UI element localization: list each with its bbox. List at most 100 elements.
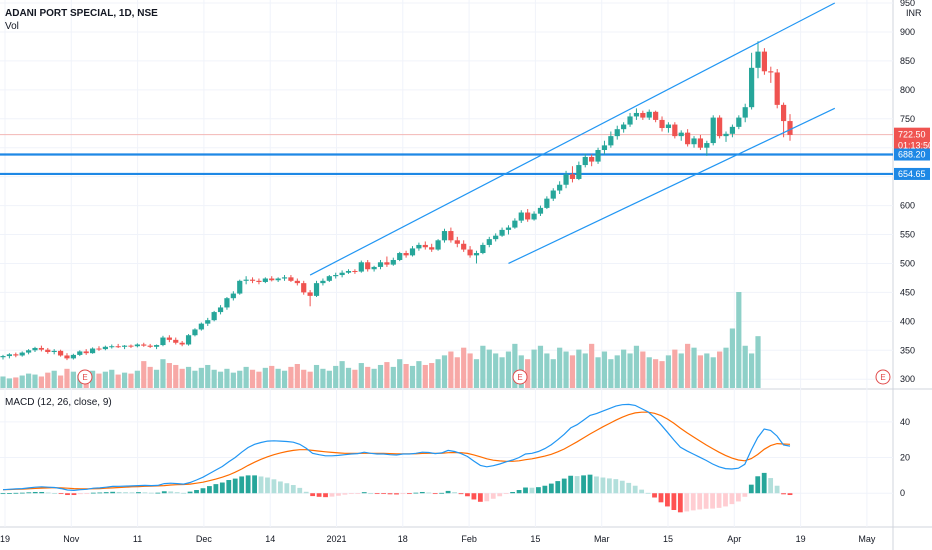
- macd-histogram-bar: [426, 492, 432, 494]
- candle-body: [653, 111, 659, 120]
- volume-bar: [627, 353, 633, 388]
- volume-bar: [467, 353, 473, 388]
- macd-histogram-bar: [600, 477, 606, 494]
- macd-histogram-bar: [78, 493, 83, 495]
- volume-bar: [109, 369, 115, 388]
- macd-histogram-bar: [477, 493, 483, 502]
- volume-bar: [429, 363, 435, 388]
- earnings-circle: [77, 369, 93, 385]
- candle-body: [38, 347, 44, 350]
- macd-histogram-bar: [536, 487, 541, 494]
- macd-histogram-bar: [729, 493, 735, 505]
- macd-histogram-bar: [303, 491, 309, 494]
- macd-histogram-bar: [290, 485, 296, 494]
- candle-body: [493, 235, 499, 240]
- candle-body: [544, 198, 550, 208]
- volume-bar: [749, 353, 755, 388]
- candle-body: [25, 350, 32, 353]
- candle-body: [550, 190, 556, 199]
- signal-line: [2, 411, 791, 491]
- candle-body: [275, 278, 281, 281]
- time-tick-label: 11: [133, 534, 142, 544]
- macd-histogram-bar: [619, 480, 625, 494]
- volume-bar: [742, 345, 748, 388]
- macd-histogram-bar: [155, 492, 161, 494]
- candle-body: [51, 350, 57, 353]
- axes: 3003504004505005506006507007508008509009…: [0, 0, 922, 544]
- price-tick-label: 900: [900, 27, 915, 37]
- macd-histogram-bar: [174, 492, 180, 494]
- candle-body: [403, 253, 409, 256]
- channel-lower-line: [508, 107, 836, 264]
- macd-histogram-bar: [110, 491, 116, 494]
- candle-body: [224, 298, 230, 308]
- macd-histogram-bar: [548, 483, 554, 494]
- volume-bar: [243, 366, 249, 388]
- macd-histogram-bar: [316, 493, 322, 497]
- candle-body: [589, 156, 595, 162]
- candle-body: [512, 220, 518, 228]
- candle-body: [0, 356, 6, 358]
- macd-histogram-bar: [194, 490, 199, 494]
- earnings-icon: E: [875, 369, 891, 385]
- macd-histogram-bar: [529, 487, 535, 494]
- macd-histogram-bar: [239, 476, 245, 494]
- horizontal-levels: [0, 134, 893, 176]
- volume-bar: [384, 362, 390, 388]
- macd-histogram-bar: [7, 493, 12, 494]
- macd-histogram-bar: [265, 477, 270, 494]
- macd-histogram-bar: [774, 485, 780, 494]
- candle-body: [320, 280, 326, 284]
- macd-histogram-bar: [32, 491, 38, 494]
- candle-body: [608, 136, 614, 146]
- macd-histogram-bar: [336, 493, 341, 496]
- candle-body: [70, 354, 76, 359]
- candle-body: [269, 278, 275, 281]
- candle-body: [697, 138, 704, 148]
- macd-histogram-bar: [161, 491, 167, 494]
- candle-body: [179, 342, 185, 345]
- volume-bar: [128, 373, 134, 388]
- volume-bar: [403, 364, 409, 388]
- candle-body: [563, 174, 569, 185]
- volume-bar: [589, 343, 595, 388]
- macd-histogram-bar: [690, 493, 696, 511]
- macd-histogram-bar: [207, 486, 212, 494]
- macd-histogram-bar: [97, 492, 103, 494]
- candle-body: [685, 132, 691, 145]
- candle-body: [390, 259, 396, 265]
- candle-body: [499, 229, 505, 236]
- macd-histogram-bar: [65, 493, 70, 496]
- macd-histogram-bar: [123, 492, 128, 494]
- macd-histogram-bar: [684, 493, 690, 512]
- candle-body: [19, 352, 25, 356]
- volume-bar: [147, 366, 153, 388]
- macd-histogram-bar: [181, 492, 187, 494]
- macd-histogram-bar: [755, 476, 761, 494]
- macd-histogram-bar: [742, 493, 748, 497]
- volume-bar: [6, 378, 12, 388]
- volume-bar: [710, 357, 716, 388]
- candle-body: [672, 124, 678, 137]
- candle-body: [448, 231, 454, 241]
- macd-histogram-bar: [465, 493, 470, 497]
- candle-body: [237, 280, 243, 294]
- macd-histogram-bar: [277, 481, 283, 494]
- macd-histogram-bar: [781, 493, 786, 495]
- time-tick-label: May: [858, 534, 876, 544]
- price-tick-label: 450: [900, 287, 915, 297]
- volume-bar: [365, 366, 371, 388]
- candle-body: [704, 143, 710, 148]
- volume-bar: [646, 357, 652, 388]
- volume-bar: [205, 364, 211, 388]
- candle-body: [256, 280, 262, 282]
- volume-bar: [544, 353, 550, 388]
- candle-body: [505, 227, 512, 230]
- time-tick-label: 14: [265, 534, 275, 544]
- volume-bar: [121, 372, 128, 388]
- volume-bar: [422, 364, 428, 388]
- macd-histogram-bar: [697, 493, 703, 510]
- volume-bar: [358, 363, 364, 388]
- candle-body: [115, 346, 121, 348]
- candle-body: [621, 124, 627, 130]
